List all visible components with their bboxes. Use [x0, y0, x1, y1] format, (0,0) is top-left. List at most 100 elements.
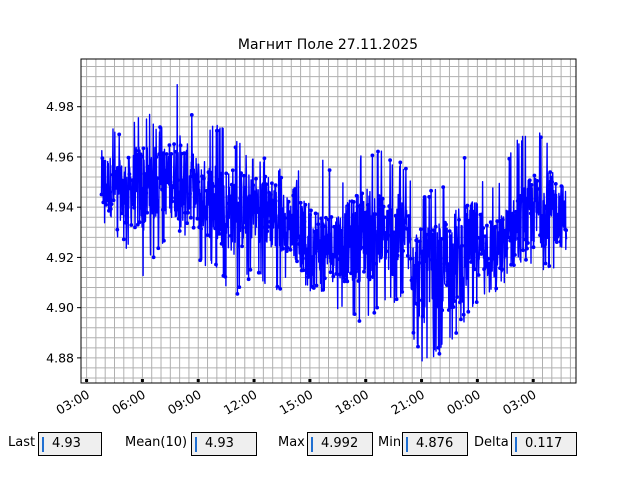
data-point — [264, 182, 269, 187]
data-point — [280, 223, 284, 228]
data-point — [404, 166, 408, 171]
delta-label: Delta — [474, 435, 509, 450]
data-point — [555, 212, 560, 217]
data-point — [127, 172, 132, 177]
data-point — [392, 234, 397, 239]
data-point — [453, 269, 458, 274]
x-tick-marker — [196, 379, 200, 382]
mean-value-field[interactable]: 4.93 — [191, 432, 257, 456]
data-point — [330, 252, 335, 257]
data-point — [385, 236, 390, 241]
data-point — [219, 241, 224, 246]
data-point — [541, 244, 546, 249]
data-point — [384, 249, 389, 254]
x-tick-marker — [85, 379, 89, 382]
data-point — [235, 292, 240, 296]
data-point — [151, 255, 156, 260]
data-point — [135, 152, 139, 157]
data-point — [363, 210, 367, 215]
data-point — [185, 221, 190, 226]
data-point — [544, 204, 549, 209]
data-point — [336, 257, 340, 262]
data-point — [418, 227, 423, 232]
data-point — [147, 164, 151, 169]
data-point — [326, 217, 331, 222]
data-point — [111, 198, 116, 203]
data-point — [156, 246, 161, 251]
data-point — [152, 186, 157, 191]
data-point — [114, 182, 119, 187]
data-point — [487, 266, 492, 270]
max-value-field[interactable]: 4.992 — [307, 432, 373, 456]
data-point — [412, 279, 417, 284]
delta-value-field[interactable]: 0.117 — [511, 432, 577, 456]
data-point — [163, 168, 168, 173]
data-point — [380, 196, 385, 201]
data-point — [401, 249, 405, 253]
last-value: 4.93 — [52, 436, 81, 451]
data-point — [395, 253, 400, 258]
y-axis: 4.88 4.90 4.92 4.94 4.96 4.98 — [46, 99, 81, 365]
data-point — [184, 151, 189, 156]
data-point — [530, 219, 535, 224]
data-point — [209, 170, 214, 175]
min-value-field[interactable]: 4.876 — [402, 432, 468, 456]
data-point — [270, 198, 275, 203]
data-point — [451, 305, 456, 309]
data-point — [191, 225, 196, 230]
data-point — [228, 199, 232, 204]
data-point — [117, 132, 122, 137]
data-point — [133, 225, 137, 230]
data-point — [143, 173, 148, 177]
data-point — [372, 310, 377, 315]
data-point — [105, 184, 109, 189]
data-point — [480, 241, 485, 246]
data-point — [199, 227, 204, 231]
data-point — [164, 152, 169, 156]
x-tick-marker — [364, 379, 368, 382]
data-point — [435, 304, 440, 309]
data-point — [154, 155, 159, 159]
data-point — [561, 221, 566, 226]
data-point — [433, 224, 438, 229]
data-point — [328, 270, 333, 275]
data-point — [454, 331, 459, 335]
data-point — [275, 284, 280, 289]
data-point — [545, 235, 550, 240]
data-point — [362, 269, 366, 274]
data-point — [419, 298, 424, 303]
data-point — [455, 295, 459, 299]
data-point — [476, 273, 481, 277]
data-point — [104, 202, 108, 207]
data-point — [444, 222, 448, 227]
data-point — [157, 152, 162, 157]
data-point — [314, 283, 319, 288]
data-point — [196, 180, 201, 184]
data-point — [402, 224, 406, 229]
x-tick-marker — [252, 379, 256, 382]
data-point — [276, 225, 281, 229]
data-point — [173, 196, 177, 200]
data-point — [376, 149, 380, 154]
data-point — [129, 223, 134, 227]
data-point — [469, 260, 473, 264]
data-point — [554, 240, 559, 245]
data-point — [239, 171, 244, 176]
data-point — [472, 267, 477, 272]
data-point — [467, 218, 472, 223]
data-point — [202, 205, 207, 210]
data-point — [461, 312, 466, 317]
data-point — [339, 228, 344, 233]
last-value-field[interactable]: 4.93 — [38, 432, 102, 456]
data-point — [406, 214, 411, 218]
data-point — [206, 170, 211, 175]
data-point — [396, 220, 401, 225]
data-point — [216, 193, 221, 198]
data-point — [297, 242, 301, 246]
data-point — [477, 236, 482, 240]
data-point — [355, 204, 360, 209]
data-point — [488, 220, 493, 225]
data-point — [436, 345, 441, 350]
data-point — [301, 268, 306, 273]
data-point — [124, 213, 129, 218]
